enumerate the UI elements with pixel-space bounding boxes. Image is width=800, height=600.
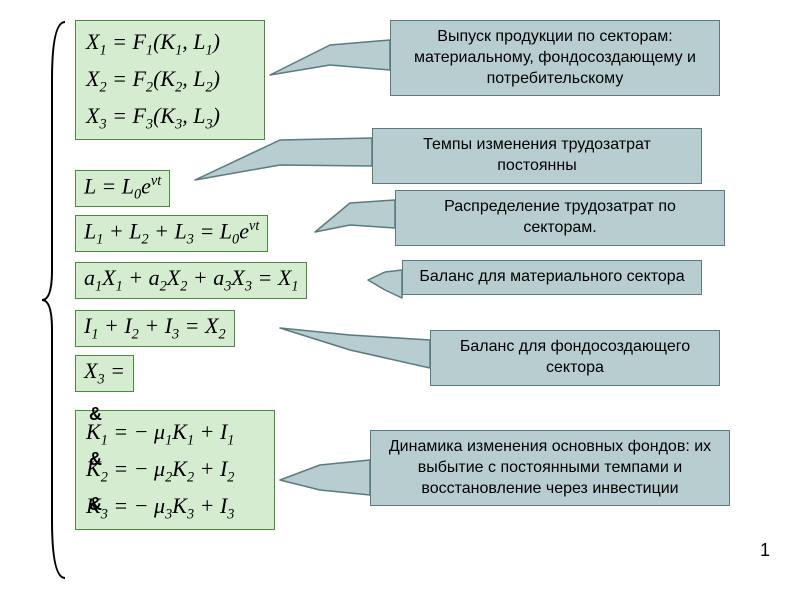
callout-material-balance: Баланс для материального сектора <box>402 260 702 295</box>
formula-material-balance: a1X1 + a2X2 + a3X3 = X1 <box>75 262 307 299</box>
callout-production: Выпуск продукции по секторам: материальн… <box>390 20 720 96</box>
system-brace <box>40 20 70 580</box>
callout-labor-growth: Темпы изменения трудозатрат постоянны <box>372 128 702 184</box>
formula-labor-distribution: L1 + L2 + L3 = L0eνt <box>75 215 268 252</box>
callout-capital-dynamics: Динамика изменения основных фондов: их в… <box>370 430 730 506</box>
dot-k2-icon: & <box>89 449 102 470</box>
callout-fund-balance: Баланс для фондосоздающего сектора <box>430 330 720 386</box>
dot-k1-icon: & <box>89 404 102 425</box>
formula-capital-dynamics: K1 = − μ1K1 + I1 K2 = − μ2K2 + I2 K3 = −… <box>75 410 275 530</box>
formula-production: X1 = F1(K1, L1) X2 = F2(K2, L2) X3 = F3(… <box>75 20 265 140</box>
formula-x3: X3 = <box>75 355 134 392</box>
page-number: 1 <box>760 540 770 561</box>
dot-k3-icon: & <box>89 494 102 515</box>
formula-labor-growth: L = L0eνt <box>75 170 170 207</box>
callout-labor-distribution: Распределение трудозатрат по секторам. <box>395 190 725 246</box>
formula-investment-balance: I1 + I2 + I3 = X2 <box>75 310 235 347</box>
